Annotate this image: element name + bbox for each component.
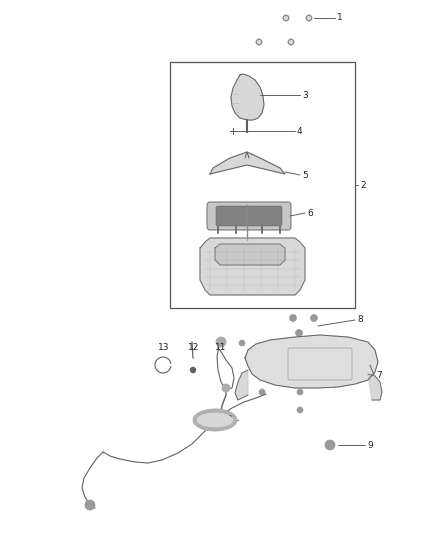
Circle shape [85,500,95,510]
Circle shape [256,39,262,45]
Text: 5: 5 [302,171,308,180]
Polygon shape [210,152,285,174]
Circle shape [306,15,312,21]
Bar [170,62,355,308]
FancyBboxPatch shape [216,206,282,226]
Circle shape [311,314,318,321]
FancyBboxPatch shape [207,202,291,230]
Circle shape [258,41,260,43]
Text: 9: 9 [367,440,373,449]
Text: 8: 8 [357,316,363,325]
Polygon shape [215,244,285,265]
Circle shape [283,15,289,21]
Text: 13: 13 [158,343,170,352]
Polygon shape [231,74,264,120]
Polygon shape [245,335,378,388]
Text: 11: 11 [215,343,226,352]
Text: 7: 7 [376,370,382,379]
Circle shape [285,17,287,19]
Text: 3: 3 [302,91,308,100]
Text: 2: 2 [360,181,366,190]
Circle shape [290,41,292,43]
Polygon shape [235,370,248,400]
Polygon shape [200,238,305,295]
Circle shape [290,314,297,321]
Circle shape [216,337,226,347]
Circle shape [297,389,303,395]
Ellipse shape [193,409,237,431]
Ellipse shape [197,413,233,427]
Circle shape [288,39,294,45]
Circle shape [222,384,230,392]
Circle shape [191,367,195,373]
Text: 12: 12 [188,343,199,352]
Polygon shape [368,374,382,400]
Text: 6: 6 [307,208,313,217]
Circle shape [325,440,335,450]
Circle shape [307,17,311,19]
Text: 10: 10 [222,416,233,424]
Circle shape [259,389,265,395]
Circle shape [239,340,245,346]
Circle shape [296,329,303,336]
Circle shape [297,407,303,413]
Text: 1: 1 [337,13,343,22]
FancyBboxPatch shape [288,348,352,380]
Text: 4: 4 [297,126,303,135]
